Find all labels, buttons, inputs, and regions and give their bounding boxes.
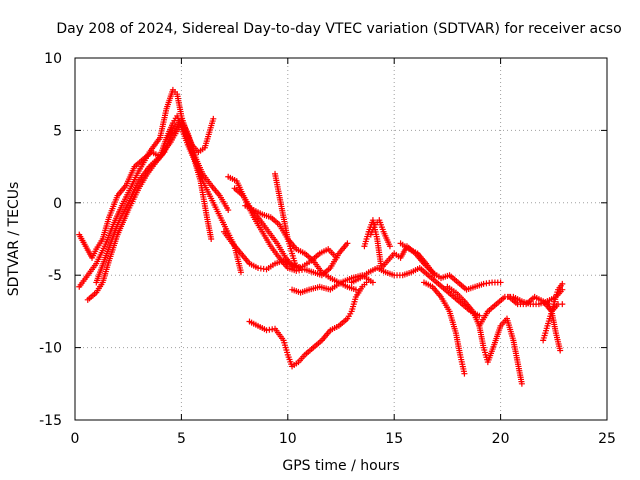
y-tick-label: -10 (39, 341, 62, 357)
series-track-9 (272, 170, 300, 271)
grid (75, 58, 607, 420)
x-tick-label: 25 (598, 431, 616, 447)
y-tick-label: -15 (39, 413, 62, 429)
chart-title: Day 208 of 2024, Sidereal Day-to-day VTE… (56, 21, 621, 37)
data-point (559, 301, 566, 308)
data-point (559, 280, 566, 287)
series-track-19 (544, 298, 564, 354)
series-track-7 (220, 228, 304, 273)
series-track-15 (444, 283, 525, 387)
y-tick-label: 10 (44, 51, 62, 67)
x-tick-label: 20 (492, 431, 510, 447)
data-point (333, 254, 340, 261)
x-tick-label: 10 (279, 431, 297, 447)
data-point (237, 269, 244, 276)
data-point (386, 243, 393, 250)
data-point (293, 264, 300, 271)
data-point (431, 272, 438, 279)
series-track-14 (420, 279, 468, 377)
tick-labels: 0 5 10 15 20 25 -15 -10 -5 0 5 10 (39, 51, 616, 447)
x-tick-label: 5 (177, 431, 186, 447)
y-tick-label: 0 (53, 196, 62, 212)
data-point (518, 380, 525, 387)
data-point (208, 236, 215, 242)
x-axis-label: GPS time / hours (282, 458, 399, 474)
data-point (344, 240, 351, 247)
plot-area (76, 86, 566, 387)
y-axis-label: SDTVAR / TECUs (6, 182, 22, 297)
data-point (210, 115, 217, 122)
series-track-1 (76, 112, 215, 261)
x-tick-label: 0 (71, 431, 80, 447)
series-track-11 (246, 279, 370, 370)
plot-frame (74, 57, 608, 421)
data-point (461, 370, 468, 377)
data-point (557, 347, 564, 354)
series-track-2 (76, 86, 217, 290)
series-track-13 (348, 264, 483, 319)
data-point (497, 279, 504, 286)
data-point (363, 279, 370, 286)
data-point (225, 207, 232, 214)
series-track-4 (93, 120, 244, 286)
x-tick-label: 15 (385, 431, 403, 447)
series-track-12 (361, 217, 504, 293)
series-track-21 (397, 240, 438, 279)
series-track-20 (367, 217, 393, 250)
y-tick-label: 5 (53, 123, 62, 139)
data-point (369, 279, 376, 286)
y-tick-label: -5 (48, 268, 62, 284)
axis-ticks (74, 57, 608, 421)
data-point (352, 286, 359, 293)
